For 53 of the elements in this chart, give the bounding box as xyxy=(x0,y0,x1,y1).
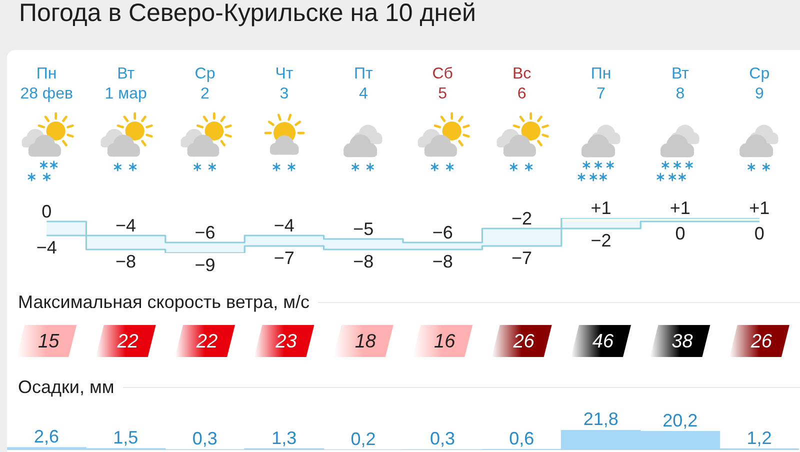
x-tick-label: Вт 1 мар xyxy=(104,64,147,102)
data-label: 38 xyxy=(672,330,694,352)
data-label: 26 xyxy=(512,330,535,352)
data-label: −8 xyxy=(432,251,453,272)
data-label: −4 xyxy=(36,237,57,258)
x-tick-label: Ср 2 xyxy=(194,64,216,102)
data-label: 15 xyxy=(38,330,60,352)
data-label: 0,2 xyxy=(350,428,376,449)
data-label: 0 xyxy=(754,223,764,244)
data-label: 2,6 xyxy=(34,426,60,447)
data-label: 0 xyxy=(675,223,686,244)
data-label: 1,3 xyxy=(272,428,297,448)
x-tick-label: Вт 8 xyxy=(671,64,690,102)
data-label: 0,3 xyxy=(430,428,456,449)
data-label: −6 xyxy=(194,222,216,242)
data-label: 18 xyxy=(354,330,376,352)
data-label: −6 xyxy=(432,222,453,242)
data-label: −8 xyxy=(353,251,374,272)
x-tick-label: Ср 9 xyxy=(749,64,770,102)
data-label: 0 xyxy=(42,202,52,222)
x-tick-label: Вс 6 xyxy=(512,64,532,102)
data-label: −2 xyxy=(512,208,532,228)
data-label: 0,3 xyxy=(192,428,218,449)
data-label: 46 xyxy=(592,330,614,352)
data-label: 23 xyxy=(274,330,298,352)
x-tick-label: Пн 7 xyxy=(590,64,612,102)
data-label: 22 xyxy=(195,330,218,352)
data-label: 16 xyxy=(434,330,456,352)
data-label: −7 xyxy=(274,248,294,268)
x-tick-label: Чт 3 xyxy=(275,64,294,102)
data-label: +1 xyxy=(590,198,612,218)
data-label: −9 xyxy=(194,254,216,275)
data-label: 1,5 xyxy=(113,428,138,448)
data-label: −4 xyxy=(274,216,294,236)
x-tick-label: Пн 28 фев xyxy=(20,64,74,102)
data-label: 20,2 xyxy=(662,410,698,430)
chart-title: Погода в Северо-Курильске на 10 дней xyxy=(19,0,476,27)
data-label: −4 xyxy=(116,216,136,236)
data-label: 21,8 xyxy=(583,409,618,429)
x-tick-label: Сб 5 xyxy=(432,64,453,102)
data-label: −8 xyxy=(116,251,136,272)
data-label: −2 xyxy=(590,230,612,250)
data-label: +1 xyxy=(670,198,690,218)
data-label: 1,2 xyxy=(746,428,772,448)
x-tick-label: Пт 4 xyxy=(354,64,374,102)
data-label: 0,6 xyxy=(509,428,534,448)
chart-title: Максимальная скорость ветра, м/с xyxy=(18,291,310,313)
data-label: +1 xyxy=(749,198,770,218)
data-label: 22 xyxy=(116,330,139,352)
data-label: −5 xyxy=(353,219,374,239)
data-label: 26 xyxy=(750,330,772,352)
chart-title: Осадки, мм xyxy=(18,376,114,398)
data-label: −7 xyxy=(512,248,532,268)
